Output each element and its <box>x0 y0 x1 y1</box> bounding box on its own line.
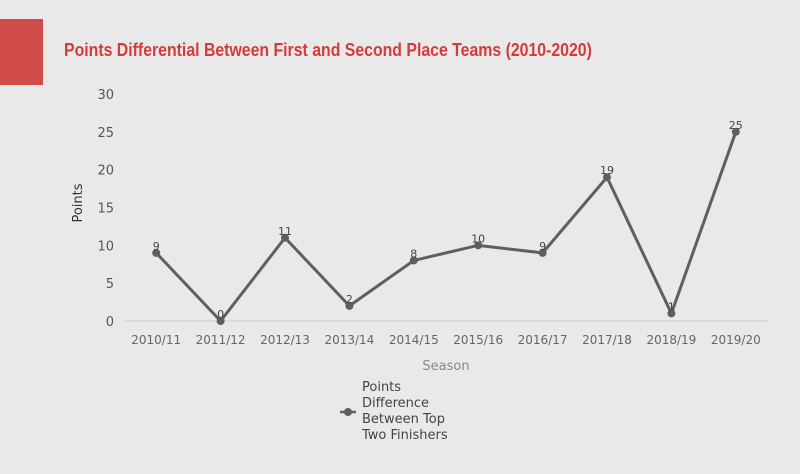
data-point <box>603 173 611 182</box>
data-point <box>152 248 161 257</box>
y-tick-label: 25 <box>97 126 114 141</box>
x-tick-label: 2016/17 <box>518 333 568 347</box>
data-point <box>667 309 676 318</box>
x-tick-label: 2010/11 <box>131 333 181 347</box>
y-tick-label: 5 <box>106 277 114 292</box>
data-point <box>216 317 225 325</box>
x-tick-label: 2012/13 <box>260 333 310 347</box>
legend-line-marker-icon <box>340 405 362 419</box>
x-axis-ticks: 2010/11 2011/12 2012/13 2013/14 2014/15 2015/… <box>131 333 760 347</box>
data-label: 19 <box>600 164 614 177</box>
data-point <box>409 256 418 265</box>
title-accent-block <box>0 19 43 85</box>
y-tick-label: 15 <box>97 202 114 217</box>
x-tick-label: 2017/18 <box>582 333 632 347</box>
y-tick-label: 20 <box>97 164 114 179</box>
chart-title: Points Differential Between First and Se… <box>64 40 592 60</box>
y-tick-label: 0 <box>106 315 114 330</box>
y-axis-label: Points <box>71 183 86 222</box>
data-label: 11 <box>278 225 292 238</box>
data-point <box>281 233 289 242</box>
data-label: 9 <box>153 240 160 253</box>
x-tick-label: 2014/15 <box>389 333 439 347</box>
data-label: 25 <box>729 119 743 132</box>
data-label: 10 <box>471 232 485 245</box>
x-axis-label: Season <box>422 359 469 374</box>
data-label: 1 <box>668 300 675 313</box>
x-tick-label: 2013/14 <box>324 333 374 347</box>
data-point <box>538 248 547 257</box>
y-axis-ticks: 0 5 10 15 20 25 30 <box>97 88 114 330</box>
data-label: 9 <box>539 240 546 253</box>
x-tick-label: 2019/20 <box>711 333 761 347</box>
data-label: 8 <box>410 247 417 260</box>
data-labels: 9 0 11 2 8 10 9 19 1 25 <box>153 119 743 321</box>
x-tick-label: 2015/16 <box>453 333 503 347</box>
series-line <box>155 131 738 324</box>
legend-series-label: Points Difference Between Top Two Finish… <box>362 380 448 443</box>
data-point <box>731 127 740 136</box>
data-label: 0 <box>217 308 224 321</box>
y-tick-label: 10 <box>97 239 114 254</box>
legend: Points Difference Between Top Two Finish… <box>340 380 472 444</box>
data-point <box>474 241 483 250</box>
x-tick-label: 2011/12 <box>196 333 246 347</box>
x-tick-label: 2018/19 <box>646 333 696 347</box>
data-point <box>345 301 354 310</box>
data-label: 2 <box>346 293 353 306</box>
y-tick-label: 30 <box>97 88 114 103</box>
series-line-group <box>152 127 740 325</box>
